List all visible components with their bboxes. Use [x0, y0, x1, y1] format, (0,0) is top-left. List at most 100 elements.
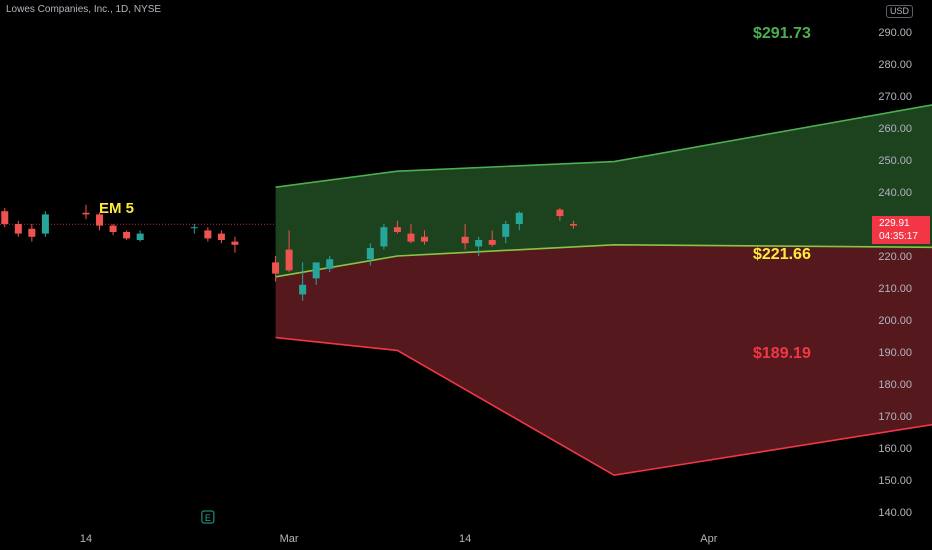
- candle-body: [556, 209, 564, 216]
- candle-body: [393, 227, 401, 232]
- candle-body: [380, 227, 388, 247]
- candle: [82, 204, 90, 220]
- candle: [1, 208, 9, 228]
- y-tick-label: 150.00: [878, 475, 912, 487]
- candle-body: [366, 248, 374, 260]
- lower-target-label: $189.19: [753, 345, 811, 362]
- candle-body: [217, 233, 225, 240]
- candle-body: [488, 240, 496, 245]
- candle: [421, 230, 428, 245]
- candle: [14, 220, 22, 237]
- em-label: EM 5: [99, 200, 134, 217]
- x-tick-label: 14: [80, 533, 92, 545]
- last-price-value: 229.91: [879, 218, 910, 229]
- candle-body: [96, 214, 104, 226]
- y-tick-label: 250.00: [878, 155, 912, 167]
- y-tick-label: 240.00: [878, 187, 912, 199]
- candles: [1, 204, 577, 301]
- candle: [109, 224, 117, 236]
- candle: [285, 230, 293, 272]
- mid-target-label: $221.66: [753, 246, 811, 263]
- candle-body: [28, 228, 36, 237]
- x-tick-label: Mar: [280, 533, 299, 545]
- candle-body: [82, 212, 90, 215]
- candle: [502, 220, 510, 244]
- candle-body: [1, 211, 9, 224]
- mid-line: [275, 243, 932, 278]
- candle: [96, 212, 104, 231]
- candle-body: [299, 284, 307, 295]
- candle: [28, 224, 36, 242]
- y-tick-label: 140.00: [878, 507, 912, 519]
- candle: [461, 224, 469, 250]
- candle: [231, 236, 239, 253]
- y-tick-label: 280.00: [878, 59, 912, 71]
- candle-body: [407, 233, 415, 242]
- candle-body: [204, 230, 212, 239]
- candle-body: [109, 225, 117, 232]
- earnings-markers: EE: [201, 510, 215, 524]
- y-tick-label: 210.00: [878, 283, 912, 295]
- candle-body: [421, 236, 428, 242]
- y-tick-label: 180.00: [878, 379, 912, 391]
- candle-body: [515, 212, 523, 224]
- candle: [312, 262, 320, 285]
- candle: [272, 256, 280, 282]
- candle-body: [41, 214, 49, 234]
- candle: [366, 243, 374, 266]
- candle-body: [231, 241, 239, 245]
- y-tick-label: 220.00: [878, 251, 912, 263]
- earnings-marker-box: [201, 510, 215, 524]
- y-tick-label: 190.00: [878, 347, 912, 359]
- x-tick-label: Apr: [700, 533, 717, 545]
- y-tick-label: 200.00: [878, 315, 912, 327]
- candle: [515, 211, 523, 231]
- candle-body: [123, 232, 131, 239]
- candle: [299, 262, 307, 301]
- candle: [123, 230, 131, 240]
- x-axis[interactable]: 14Mar14Apr18May16Jun: [80, 533, 932, 545]
- upper-target-label: $291.73: [753, 25, 811, 42]
- candle-body: [569, 224, 577, 226]
- y-tick-label: 170.00: [878, 411, 912, 423]
- candle: [556, 208, 564, 221]
- bar-countdown: 04:35:17: [879, 231, 918, 242]
- candle: [380, 224, 388, 250]
- candle: [475, 236, 483, 256]
- candle-body: [136, 233, 144, 240]
- y-tick-label: 260.00: [878, 123, 912, 135]
- candle-body: [502, 224, 510, 237]
- symbol-title: Lowes Companies, Inc., 1D, NYSE: [6, 4, 162, 15]
- y-tick-label: 270.00: [878, 91, 912, 103]
- lower-zone: [275, 244, 932, 476]
- earnings-marker: E: [201, 510, 215, 524]
- candle: [393, 220, 401, 234]
- candle-body: [14, 224, 22, 234]
- last-price-badge: 229.91 04:35:17: [872, 216, 930, 244]
- candle: [136, 230, 144, 242]
- candle-body: [326, 259, 334, 269]
- x-tick-label: 14: [459, 533, 471, 545]
- candle: [569, 220, 577, 229]
- expected-move-zones: [275, 104, 932, 477]
- candle: [488, 230, 496, 247]
- candle: [204, 227, 212, 242]
- candle-body: [475, 240, 483, 247]
- y-tick-label: 160.00: [878, 443, 912, 455]
- candle-body: [312, 262, 320, 279]
- y-axis[interactable]: 140.00 150.00 160.00 170.00 180.00 190.00 200.…: [878, 27, 912, 519]
- earnings-marker-letter: E: [205, 513, 211, 523]
- candle-body: [190, 227, 198, 229]
- currency-badge[interactable]: USD: [886, 5, 914, 18]
- upper-zone: [275, 104, 932, 277]
- candle: [326, 256, 334, 272]
- candle-body: [285, 249, 293, 271]
- candle: [407, 224, 415, 244]
- candle-body: [461, 236, 469, 244]
- candle: [217, 230, 225, 244]
- y-tick-label: 290.00: [878, 27, 912, 39]
- lower-line: [275, 336, 932, 477]
- candle: [190, 224, 198, 234]
- upper-line: [275, 104, 932, 188]
